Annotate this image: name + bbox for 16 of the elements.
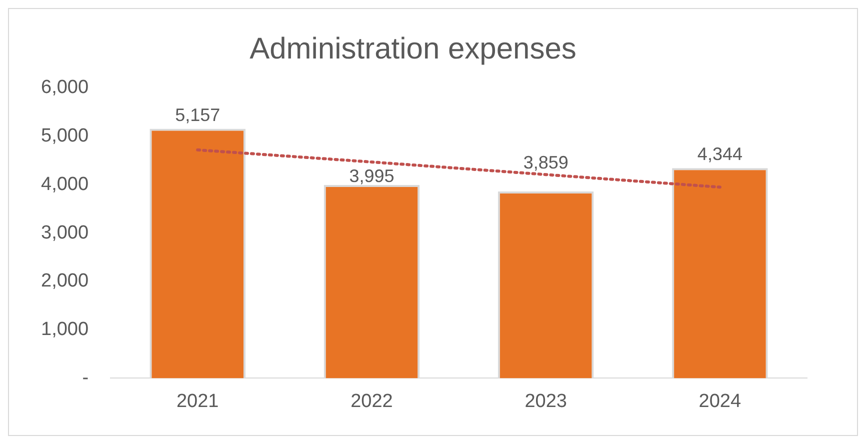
x-tick-label: 2022 (350, 390, 393, 412)
x-tick-label: 2023 (524, 390, 567, 412)
y-tick-label: 1,000 (41, 319, 89, 340)
y-tick-label: 3,000 (41, 222, 89, 244)
data-label: 4,344 (697, 144, 742, 164)
y-tick-label: - (82, 367, 89, 388)
chart-title: Administration expenses (250, 32, 576, 66)
data-label: 5,157 (175, 104, 220, 125)
data-label: 3,995 (349, 166, 394, 186)
data-label: 3,859 (523, 152, 568, 173)
y-tick-label: 6,000 (41, 77, 89, 98)
x-tick-label: 2024 (698, 390, 742, 412)
y-tick-label: 4,000 (41, 174, 89, 195)
x-tick-label: 2021 (176, 390, 219, 412)
y-tick-label: 2,000 (41, 270, 89, 292)
y-tick-label: 5,000 (41, 126, 89, 147)
